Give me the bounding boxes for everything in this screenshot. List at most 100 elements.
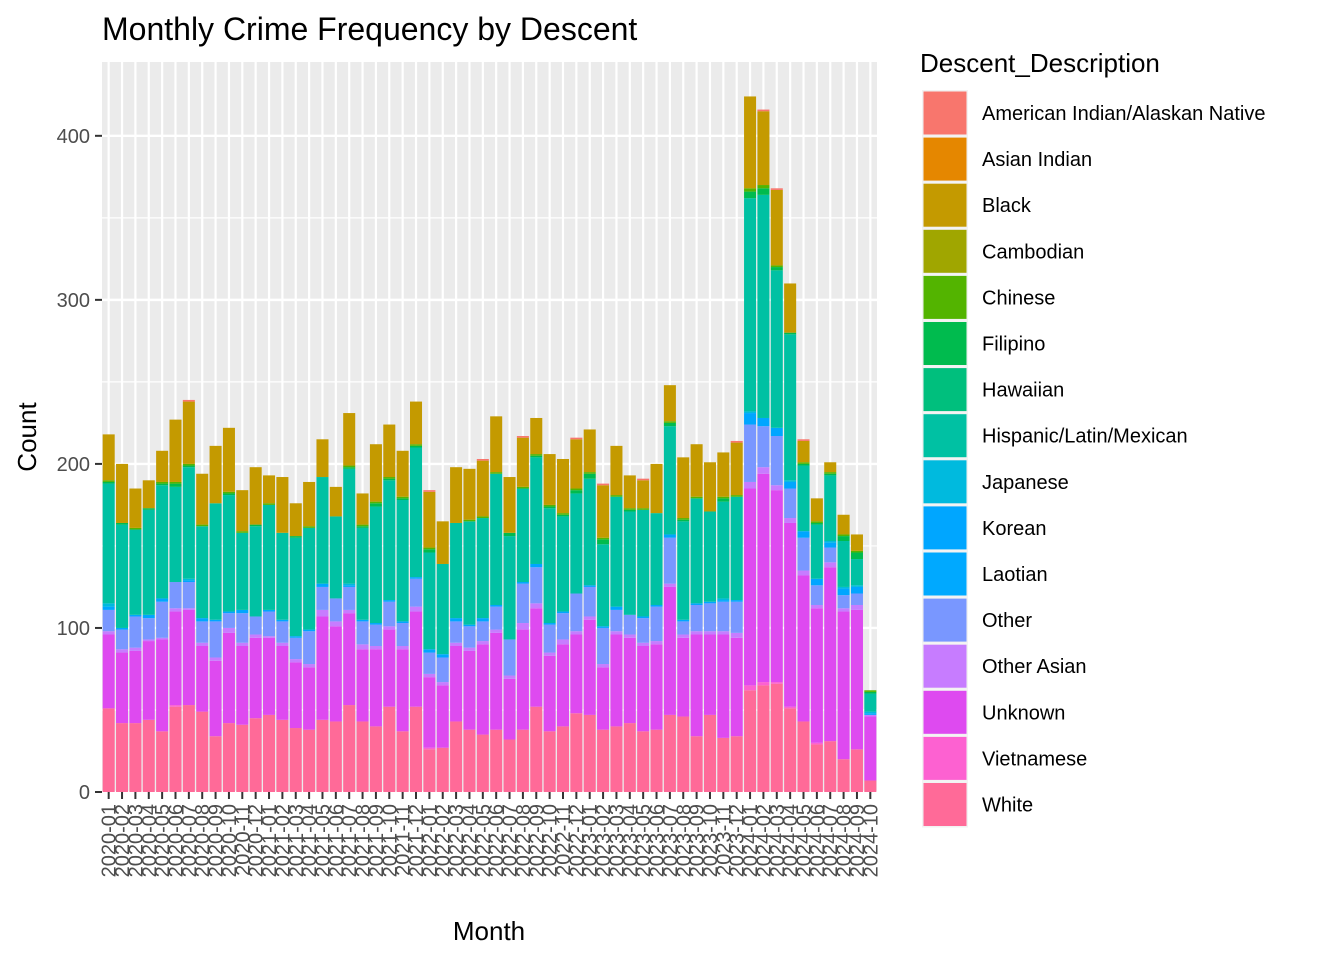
bar-segment	[583, 619, 596, 715]
bar-segment	[369, 649, 382, 727]
bar-segment	[784, 522, 797, 707]
bar-segment	[129, 529, 142, 615]
bar-segment	[222, 493, 235, 496]
bar-segment	[516, 486, 529, 489]
bar-segment	[597, 483, 610, 486]
bar-segment	[383, 600, 396, 602]
bar-segment	[116, 524, 129, 628]
bar-segment	[102, 606, 115, 610]
bar-segment	[543, 504, 556, 507]
bar-segment	[463, 624, 476, 627]
bar-segment	[196, 646, 209, 712]
bar-segment	[503, 678, 516, 740]
bar-segment	[463, 468, 476, 520]
bar-segment	[677, 621, 690, 635]
bar-segment	[236, 642, 249, 646]
bar-segment	[476, 518, 489, 619]
bar-segment	[850, 749, 863, 792]
bar-segment	[463, 519, 476, 522]
bar-segment	[797, 570, 810, 576]
bar-segment	[450, 621, 463, 643]
bar-segment	[182, 467, 195, 579]
bar-segment	[597, 544, 610, 627]
legend-entry-label: Laotian	[982, 564, 1048, 586]
bar-segment	[543, 454, 556, 505]
bar-segment	[222, 632, 235, 724]
bar-segment	[142, 639, 155, 642]
legend-key-swatch	[923, 783, 967, 826]
bar-segment	[182, 609, 195, 706]
bar-segment	[450, 467, 463, 523]
bar-segment	[864, 713, 877, 715]
bar-segment	[530, 608, 543, 707]
bar-segment	[824, 562, 837, 568]
bar-segment	[289, 637, 302, 660]
bar-segment	[810, 744, 823, 792]
legend-key-swatch	[923, 137, 967, 181]
bar-segment	[169, 706, 182, 792]
bar-segment	[650, 606, 663, 642]
bar-segment	[356, 493, 369, 525]
x-tick-label: 2023-02	[593, 804, 615, 877]
bar-segment	[810, 604, 823, 609]
bar-segment	[730, 601, 743, 633]
bar-segment	[690, 496, 703, 499]
bar-segment	[102, 634, 115, 709]
bar-segment	[369, 501, 382, 504]
bar-segment	[543, 506, 556, 509]
bar-segment	[182, 463, 195, 466]
bar-segment	[142, 508, 155, 510]
bar-segment	[637, 509, 650, 617]
y-axis: 0 100 200 300 400	[57, 126, 102, 804]
bar-segment	[116, 723, 129, 792]
bar-segment	[677, 637, 690, 717]
bar-segment	[156, 485, 169, 599]
bar-segment	[343, 609, 356, 614]
bar-segment	[156, 481, 169, 484]
bar-segment	[677, 634, 690, 638]
bar-segment	[703, 601, 716, 604]
bar-segment	[810, 522, 823, 525]
bar-segment	[169, 419, 182, 482]
bar-segment	[730, 496, 743, 601]
bar-segment	[556, 639, 570, 645]
bar-segment	[263, 611, 276, 637]
bar-segment	[369, 444, 382, 502]
bar-segment	[209, 503, 222, 620]
bar-segment	[222, 427, 235, 492]
bar-segment	[770, 682, 783, 684]
bar-segment	[770, 683, 783, 792]
bar-segment	[222, 491, 235, 494]
bar-segment	[690, 498, 703, 604]
bar-segment	[850, 586, 863, 594]
bar-segment	[757, 111, 770, 186]
bar-segment	[289, 728, 302, 792]
bar-segment	[543, 731, 556, 792]
bar-segment	[744, 413, 757, 425]
bar-segment	[677, 619, 690, 622]
bar-segment	[864, 780, 877, 792]
bar-segment	[570, 634, 583, 714]
x-tick-label: 2021-03	[286, 804, 308, 877]
bar-segment	[196, 473, 209, 525]
bar-segment	[102, 434, 115, 481]
bar-segment	[556, 644, 570, 727]
bar-segment	[356, 527, 369, 620]
x-tick-label: 2021-07	[339, 804, 361, 877]
legend-entry-label: Chinese	[982, 287, 1055, 309]
bar-segment	[797, 721, 810, 792]
bar-segment	[610, 609, 623, 632]
bar-segment	[850, 604, 863, 610]
bar-segment	[316, 439, 329, 478]
legend-entry-label: Filipino	[982, 334, 1045, 356]
x-tick-label: 2023-07	[660, 804, 682, 877]
bar-segment	[797, 462, 810, 464]
bar-segment	[476, 460, 489, 517]
bar-segment	[543, 624, 556, 653]
bar-segment	[142, 509, 155, 615]
x-tick-label: 2022-08	[513, 804, 535, 877]
bar-segment	[343, 583, 356, 586]
bar-segment	[503, 477, 516, 533]
bar-segment	[196, 526, 209, 619]
bar-segment	[343, 465, 356, 468]
